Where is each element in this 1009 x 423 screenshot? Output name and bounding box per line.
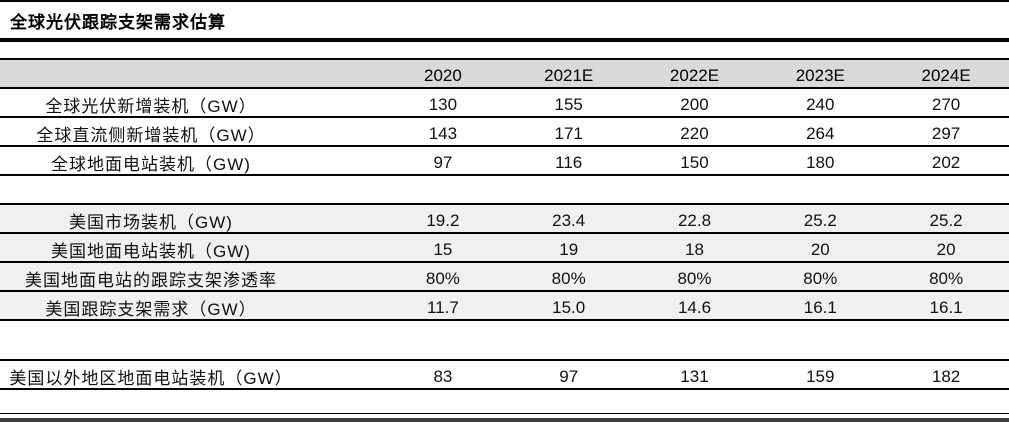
column-header-2022e: 2022E xyxy=(669,65,720,85)
row-value: 130 xyxy=(428,94,458,114)
row-value: 80% xyxy=(677,268,712,288)
row-label: 美国跟踪支架需求（GW） xyxy=(45,300,257,319)
demand-table: 2020 2021E 2022E 2023E 2024E 全球光伏新增装机（GW… xyxy=(0,58,1009,390)
column-header-2020: 2020 xyxy=(423,65,462,85)
row-label: 美国地面电站装机（GW) xyxy=(51,242,251,261)
column-header-2024e: 2024E xyxy=(921,65,971,85)
row-value: 180 xyxy=(806,152,835,172)
row-value: 270 xyxy=(931,94,961,114)
row-value: 150 xyxy=(680,152,709,172)
row-value: 15.0 xyxy=(552,297,586,317)
table-header-row: 2020 2021E 2022E 2023E 2024E xyxy=(0,58,1009,89)
row-value: 80% xyxy=(551,268,586,288)
row-value: 16.1 xyxy=(803,297,837,317)
row-label: 美国市场装机（GW) xyxy=(69,213,233,232)
row-label: 美国地面电站的跟踪支架渗透率 xyxy=(25,271,277,290)
table-closing-bar xyxy=(0,418,1009,422)
row-value: 20 xyxy=(936,239,956,259)
row-value: 159 xyxy=(806,366,835,386)
row-value: 97 xyxy=(559,366,579,386)
table-row: 全球地面电站装机（GW) 97 116 150 180 202 xyxy=(0,147,1009,176)
row-value: 155 xyxy=(554,94,583,114)
row-value: 240 xyxy=(806,94,835,114)
row-value: 19.2 xyxy=(426,210,460,230)
table-row: 全球光伏新增装机（GW） 130 155 200 240 270 xyxy=(0,89,1009,118)
row-value: 19 xyxy=(559,239,579,259)
row-value: 15 xyxy=(433,239,453,259)
row-value: 83 xyxy=(433,366,453,386)
row-label: 美国以外地区地面电站装机（GW） xyxy=(9,369,293,388)
row-value: 182 xyxy=(931,366,961,386)
blank-end-row xyxy=(0,390,1009,414)
table-title: 全球光伏跟踪支架需求估算 xyxy=(0,0,1009,42)
row-value: 171 xyxy=(554,123,583,143)
table-row: 美国跟踪支架需求（GW） 11.7 15.0 14.6 16.1 16.1 xyxy=(0,292,1009,321)
row-value: 80% xyxy=(425,268,460,288)
section-spacer-row xyxy=(0,176,1009,205)
row-value: 80% xyxy=(929,268,964,288)
column-header-2021e: 2021E xyxy=(544,65,594,85)
row-value: 18 xyxy=(685,239,704,259)
row-value: 11.7 xyxy=(426,297,459,317)
row-value: 202 xyxy=(931,152,961,172)
row-label: 全球光伏新增装机（GW） xyxy=(45,97,257,116)
row-value: 97 xyxy=(433,152,453,172)
table-body: 全球光伏新增装机（GW） 130 155 200 240 270 全球直流侧新增装机（GW）… xyxy=(0,89,1009,390)
row-value: 22.8 xyxy=(677,210,712,230)
table-row: 美国地面电站的跟踪支架渗透率 80% 80% 80% 80% 80% xyxy=(0,263,1009,292)
row-label: 全球直流侧新增装机（GW） xyxy=(36,126,266,145)
row-value: 25.2 xyxy=(929,210,963,230)
row-label: 全球地面电站装机（GW) xyxy=(51,155,251,174)
row-value: 220 xyxy=(680,123,709,143)
column-header-2023e: 2023E xyxy=(795,65,845,85)
row-value: 23.4 xyxy=(552,210,586,230)
row-value: 16.1 xyxy=(929,297,963,317)
title-gap xyxy=(0,42,1009,58)
row-value: 20 xyxy=(810,239,830,259)
row-value: 80% xyxy=(803,268,838,288)
section-spacer-row xyxy=(0,321,1009,361)
row-value: 25.2 xyxy=(803,210,837,230)
table-row: 美国市场装机（GW) 19.2 23.4 22.8 25.2 25.2 xyxy=(0,205,1009,234)
row-value: 116 xyxy=(555,152,583,172)
row-value: 131 xyxy=(680,366,709,386)
row-value: 297 xyxy=(931,123,961,143)
row-value: 14.6 xyxy=(677,297,712,317)
row-value: 200 xyxy=(680,94,709,114)
table-row: 美国以外地区地面电站装机（GW） 83 97 131 159 182 xyxy=(0,361,1009,390)
row-value: 264 xyxy=(806,123,835,143)
row-value: 143 xyxy=(428,123,458,143)
table-row: 全球直流侧新增装机（GW） 143 171 220 264 297 xyxy=(0,118,1009,147)
header-empty-cell xyxy=(0,72,380,76)
table-row: 美国地面电站装机（GW) 15 19 18 20 20 xyxy=(0,234,1009,263)
